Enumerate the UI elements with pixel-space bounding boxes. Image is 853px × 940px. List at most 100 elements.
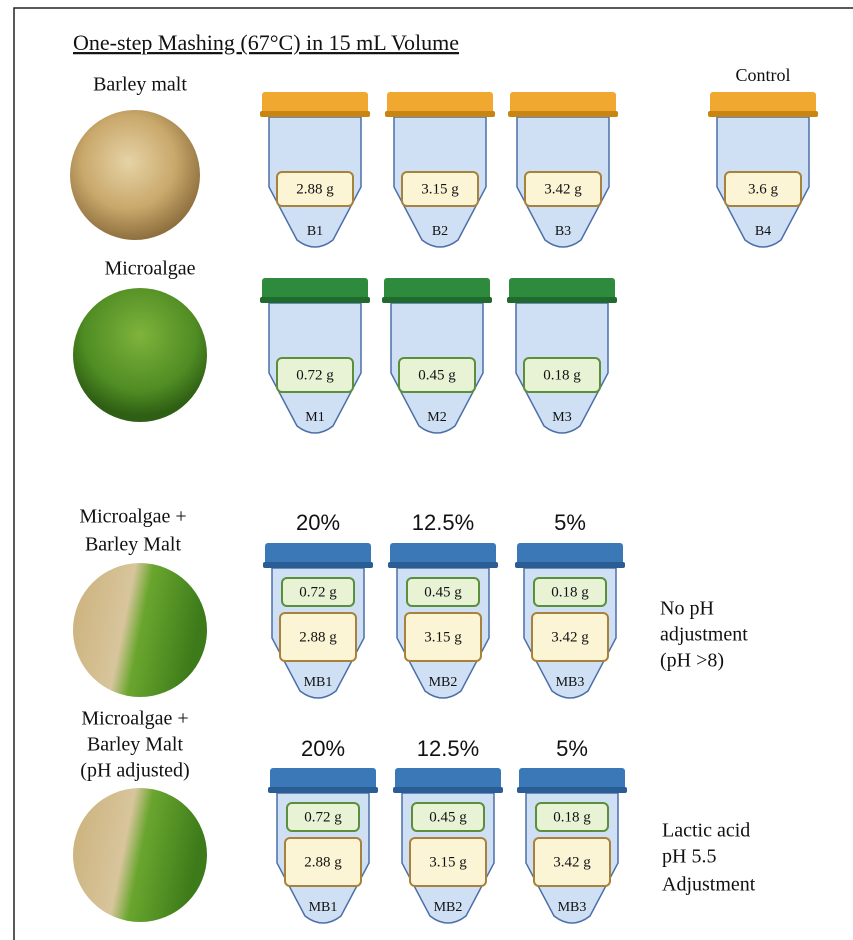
amount: 0.72 g (304, 809, 342, 825)
tube-label: B4 (755, 224, 771, 239)
tube-label: MB2 (429, 675, 458, 690)
tube-label: B2 (432, 224, 448, 239)
tube-label: MB1 (309, 900, 338, 915)
ingredient-photo (73, 788, 207, 922)
malt-box (284, 837, 362, 887)
tube-cap (517, 543, 623, 567)
percent: 20% (301, 736, 345, 761)
ingredient-photo (73, 563, 207, 697)
malt-box (401, 171, 479, 207)
ingredient-photo (73, 288, 207, 422)
tube-cap (262, 92, 368, 116)
group-label: (pH adjusted) (80, 760, 189, 782)
amount: 0.45 g (429, 809, 467, 825)
algae-box (286, 802, 360, 832)
tube-label: MB1 (304, 675, 333, 690)
algae-box (276, 357, 354, 393)
cap-rim (385, 111, 495, 117)
note: pH 5.5 (662, 846, 716, 868)
tube-cap (265, 543, 371, 567)
algae-box (281, 577, 355, 607)
amount: 3.42 g (544, 181, 582, 197)
group-label: Barley malt (93, 74, 187, 96)
note: No pH (660, 598, 714, 620)
tube-cap (519, 768, 625, 792)
cap-rim (393, 787, 503, 793)
tube-label: M3 (552, 410, 571, 425)
cap-rim (517, 787, 627, 793)
ingredient-photo (70, 110, 200, 240)
tube-label: MB2 (434, 900, 463, 915)
malt-box (279, 612, 357, 662)
cap-rim (508, 111, 618, 117)
tube-cap (262, 278, 368, 302)
amount: 0.72 g (299, 584, 337, 600)
tube-cap (395, 768, 501, 792)
malt-box (531, 612, 609, 662)
tube-label: M1 (305, 410, 324, 425)
tube-cap (510, 92, 616, 116)
percent: 12.5% (417, 736, 479, 761)
tube-cap (390, 543, 496, 567)
amount: 2.88 g (299, 629, 337, 645)
tube-cap (270, 768, 376, 792)
tube-cap (384, 278, 490, 302)
algae-box (398, 357, 476, 393)
amount: 0.72 g (296, 367, 334, 383)
malt-box (276, 171, 354, 207)
amount: 0.18 g (551, 584, 589, 600)
cap-rim (268, 787, 378, 793)
tube-cap (387, 92, 493, 116)
amount: 2.88 g (304, 854, 342, 870)
amount: 3.15 g (421, 181, 459, 197)
amount: 0.18 g (543, 367, 581, 383)
note: adjustment (660, 624, 748, 646)
amount: 3.15 g (429, 854, 467, 870)
malt-box (524, 171, 602, 207)
group-label: Barley Malt (85, 534, 182, 556)
amount: 0.45 g (418, 367, 456, 383)
amount: 3.42 g (551, 629, 589, 645)
tube-label: MB3 (556, 675, 585, 690)
group-label: Microalgae + (81, 708, 188, 730)
cap-rim (263, 562, 373, 568)
cap-rim (260, 111, 370, 117)
amount: 0.18 g (553, 809, 591, 825)
amount: 3.42 g (553, 854, 591, 870)
note: Adjustment (662, 874, 756, 896)
percent: 12.5% (412, 510, 474, 535)
tube-cap (710, 92, 816, 116)
group-label: Microalgae (104, 258, 195, 280)
control-heading: Control (735, 65, 790, 85)
malt-box (533, 837, 611, 887)
frame (13, 7, 853, 940)
cap-rim (382, 297, 492, 303)
cap-rim (515, 562, 625, 568)
note: (pH >8) (660, 650, 724, 672)
algae-box (523, 357, 601, 393)
amount: 0.45 g (424, 584, 462, 600)
percent: 5% (556, 736, 588, 761)
note: Lactic acid (662, 820, 750, 842)
algae-box (533, 577, 607, 607)
cap-rim (507, 297, 617, 303)
tube-label: B3 (555, 224, 571, 239)
algae-box (535, 802, 609, 832)
group-label: Barley Malt (87, 734, 184, 756)
group-label: Microalgae + (79, 506, 186, 528)
algae-box (411, 802, 485, 832)
percent: 20% (296, 510, 340, 535)
amount: 2.88 g (296, 181, 334, 197)
tube-cap (509, 278, 615, 302)
tube-label: M2 (427, 410, 446, 425)
title: One-step Mashing (67°C) in 15 mL Volume (73, 30, 459, 55)
malt-box (404, 612, 482, 662)
cap-rim (708, 111, 818, 117)
algae-box (406, 577, 480, 607)
cap-rim (260, 297, 370, 303)
amount: 3.15 g (424, 629, 462, 645)
tube-label: B1 (307, 224, 323, 239)
malt-box (409, 837, 487, 887)
percent: 5% (554, 510, 586, 535)
